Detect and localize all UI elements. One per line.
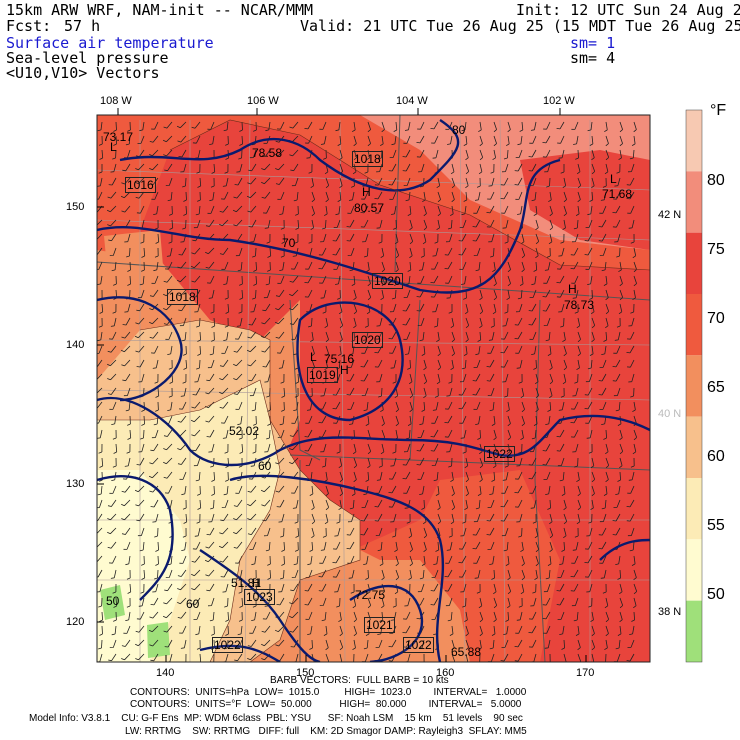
temperature-contours [97,119,650,662]
x-label-140: 140 [156,667,175,679]
colorbar-segment [686,110,702,172]
colorbar-segment [686,539,702,601]
isobar-label: 1022 [212,637,243,653]
colorbar-label-75: 75 [707,241,725,258]
valid-time: Valid: 21 UTC Tue 26 Aug 25 (15 MDT Tue … [300,17,740,35]
county-grid [97,119,650,662]
isobars [97,119,650,662]
x-label-170: 170 [576,667,595,679]
high-pressure-marker: H [252,576,261,590]
contour-value: 50 [106,594,120,608]
init-time: Init: 12 UTC Sun 24 Aug 25 [516,1,740,19]
y-label-150: 150 [66,201,85,213]
isobar-label: 1023 [244,589,275,605]
isobar-label: 1019 [307,367,338,383]
isobar-label: 1018 [352,151,383,167]
isobar-label: 1022 [484,446,515,462]
forecast-hours: 57 h [64,17,101,35]
isobar-label: 1020 [372,273,403,289]
high-pressure-marker: H [362,185,371,199]
contour-value: 60 [186,597,200,611]
temp-extreme-label: 73.17 [103,130,134,144]
map-frame [96,114,651,663]
colorbar-segment [686,232,702,294]
colorbar-segment [686,355,702,417]
colorbar-label-55: 55 [707,517,725,534]
y-label-140: 140 [66,339,85,351]
wind-barbs [97,121,638,662]
colorbar-label-80: 80 [707,172,725,189]
temp-extreme-label: 52.02 [229,424,260,438]
lon-label-104w: 104 W [396,95,428,107]
isobar-label: 1022 [403,637,434,653]
temp-extreme-label: 65.88 [451,645,482,659]
y-label-120: 120 [66,616,85,628]
colorbar-segment [686,478,702,540]
field-wind-vectors: <U10,V10> Vectors [6,64,160,82]
lon-label-106w: 106 W [247,95,279,107]
model-physics-info: LW: RRTMG SW: RRTMG DIFF: full KM: 2D Sm… [125,726,527,737]
colorbar-label-60: 60 [707,448,725,465]
temp-extreme-label: 75.16 [324,352,355,366]
colorbar-segment [686,600,702,662]
colorbar-unit: °F [710,102,727,119]
isobar-label: 1021 [364,617,395,633]
contours-temperature-info: CONTOURS: UNITS=°F LOW= 50.000 HIGH= 80.… [130,699,522,710]
contour-value: 70 [282,236,296,250]
lat-label-38n: 38 N [658,606,682,618]
low-pressure-marker: L [610,172,617,186]
colorbar-label-50: 50 [707,586,725,603]
colorbar-frame [685,109,703,663]
isobar-label: 1020 [352,332,383,348]
temperature-colorbar [685,109,703,663]
barb-vectors-info: BARB VECTORS: FULL BARB = 10 kts [270,675,449,686]
contour-value: 60 [258,459,272,473]
low-pressure-marker: L [110,140,117,154]
colorbar-label-70: 70 [707,310,725,327]
isobar-label: 1018 [167,289,198,305]
colorbar-label-65: 65 [707,379,725,396]
y-label-130: 130 [66,478,85,490]
lon-label-102w: 102 W [543,95,575,107]
lon-label-108w: 108 W [100,95,132,107]
lat-label-40n: 40 N [658,408,682,420]
field-surface-air-temperature: Surface air temperature [6,34,214,52]
forecast-label: Fcst: [6,17,52,35]
temp-extreme-label: 78.73 [564,298,595,312]
wind-barb-path [97,121,638,662]
colorbar-segment [686,294,702,356]
state-boundaries [97,115,650,662]
temp-extreme-label: 80.57 [354,201,385,215]
lat-label-42n: 42 N [658,209,682,221]
x-label-150: 150 [296,667,315,679]
field1-smoothing: sm= 1 [570,34,616,52]
x-label-160: 160 [436,667,455,679]
field-sea-level-pressure: Sea-level pressure [6,49,169,67]
field2-smoothing: sm= 4 [570,49,616,67]
temp-extreme-label: 51.81 [231,576,262,590]
isobar-label: 1016 [125,177,156,193]
colorbar-segment [686,416,702,478]
axis-ticks [97,108,587,662]
high-pressure-marker: H [568,282,577,296]
high-pressure-marker: H [340,363,349,377]
low-pressure-marker: L [310,350,317,364]
contours-pressure-info: CONTOURS: UNITS=hPa LOW= 1015.0 HIGH= 10… [130,687,527,698]
temp-extreme-label: 71.68 [602,187,633,201]
temp-extreme-label: 78.58 [252,146,283,160]
temp-extreme-label: 72.75 [355,588,386,602]
colorbar-segment [686,171,702,233]
contour-value: 80 [452,123,466,137]
model-info: Model Info: V3.8.1 CU: G-F Ens MP: WDM 6… [29,713,523,724]
model-title: 15km ARW WRF, NAM-init -- NCAR/MMM [6,1,314,19]
